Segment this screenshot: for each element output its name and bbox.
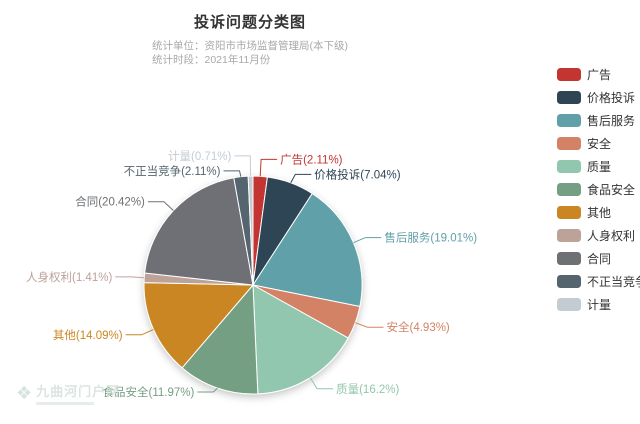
- label-line-4: [309, 377, 334, 390]
- watermark: ❖ 九曲河门户网: [16, 381, 120, 405]
- legend-swatch-icon: [557, 229, 581, 242]
- slice-label-1: 价格投诉(7.04%): [314, 167, 400, 181]
- legend-label: 质量: [587, 160, 612, 174]
- legend-item-2[interactable]: 售后服务: [557, 112, 640, 129]
- legend-item-9[interactable]: 不正当竞争: [557, 273, 640, 290]
- legend-label: 售后服务: [587, 114, 636, 128]
- legend-label: 价格投诉: [587, 91, 636, 105]
- slice-label-3: 安全(4.93%): [387, 320, 450, 334]
- legend: 广告价格投诉售后服务安全质量食品安全其他人身权利合同不正当竞争计量: [557, 66, 640, 319]
- label-line-10: [234, 155, 252, 177]
- legend-swatch-icon: [557, 91, 581, 104]
- legend-swatch-icon: [557, 275, 581, 288]
- legend-label: 其他: [587, 206, 612, 220]
- watermark-text-block: 九曲河门户网: [36, 381, 120, 405]
- legend-item-0[interactable]: 广告: [557, 66, 640, 83]
- legend-swatch-icon: [557, 298, 581, 311]
- title-block: 投诉问题分类图 统计单位：资阳市市场监督管理局(本下级) 统计时段：2021年1…: [152, 11, 348, 67]
- watermark-subline: [36, 402, 95, 405]
- label-line-0: [259, 158, 278, 177]
- label-line-2: [353, 237, 382, 244]
- legend-swatch-icon: [557, 160, 581, 173]
- legend-swatch-icon: [557, 114, 581, 127]
- slice-label-7: 人身权利(1.41%): [26, 270, 112, 284]
- label-line-8: [147, 201, 174, 211]
- slice-label-6: 其他(14.09%): [53, 329, 123, 342]
- legend-swatch-icon: [557, 183, 581, 196]
- legend-label: 合同: [587, 252, 612, 266]
- legend-label: 食品安全: [587, 183, 636, 197]
- legend-item-6[interactable]: 其他: [557, 204, 640, 221]
- legend-item-4[interactable]: 质量: [557, 158, 640, 175]
- pie-slice-8[interactable]: [144, 177, 254, 286]
- legend-item-3[interactable]: 安全: [557, 135, 640, 152]
- legend-swatch-icon: [557, 137, 581, 150]
- legend-label: 计量: [587, 298, 612, 312]
- watermark-text: 九曲河门户网: [36, 384, 121, 399]
- label-line-5: [197, 387, 218, 393]
- diamond-logo-icon: ❖: [16, 383, 33, 403]
- label-line-3: [355, 322, 384, 328]
- chart-subtitle: 统计单位：资阳市市场监督管理局(本下级) 统计时段：2021年11月份: [152, 39, 348, 67]
- label-line-1: [290, 173, 312, 183]
- subtitle-line-2: 统计时段：2021年11月份: [152, 54, 271, 66]
- legend-label: 不正当竞争: [587, 275, 640, 289]
- slice-label-5: 食品安全(11.97%): [102, 385, 194, 399]
- legend-swatch-icon: [557, 68, 581, 81]
- legend-item-7[interactable]: 人身权利: [557, 227, 640, 244]
- pie-slice-5[interactable]: [181, 284, 259, 395]
- legend-label: 安全: [587, 137, 612, 151]
- legend-item-10[interactable]: 计量: [557, 296, 640, 313]
- pie-slice-10[interactable]: [247, 175, 254, 286]
- legend-item-8[interactable]: 合同: [557, 250, 640, 267]
- label-line-9: [223, 170, 242, 177]
- slice-label-2: 售后服务(19.01%): [384, 231, 477, 245]
- legend-swatch-icon: [557, 252, 581, 265]
- page-title: 投诉问题分类图: [193, 14, 306, 31]
- legend-item-1[interactable]: 价格投诉: [557, 89, 640, 106]
- slice-label-10: 计量(0.71%): [168, 150, 231, 163]
- legend-label: 广告: [587, 68, 612, 82]
- slice-label-9: 不正当竞争(2.11%): [124, 164, 221, 178]
- legend-item-5[interactable]: 食品安全: [557, 181, 640, 198]
- pie-slice-6[interactable]: [143, 282, 254, 369]
- slice-label-8: 合同(20.42%): [75, 195, 145, 209]
- pie-slice-4[interactable]: [252, 284, 349, 395]
- legend-label: 人身权利: [587, 229, 636, 243]
- label-line-6: [125, 329, 154, 336]
- slice-label-4: 质量(16.2%): [336, 383, 399, 396]
- subtitle-line-1: 统计单位：资阳市市场监督管理局(本下级): [152, 40, 348, 52]
- pie-slice-2[interactable]: [252, 193, 363, 307]
- slice-label-0: 广告(2.11%): [280, 153, 343, 166]
- label-line-7: [115, 276, 145, 279]
- legend-swatch-icon: [557, 206, 581, 219]
